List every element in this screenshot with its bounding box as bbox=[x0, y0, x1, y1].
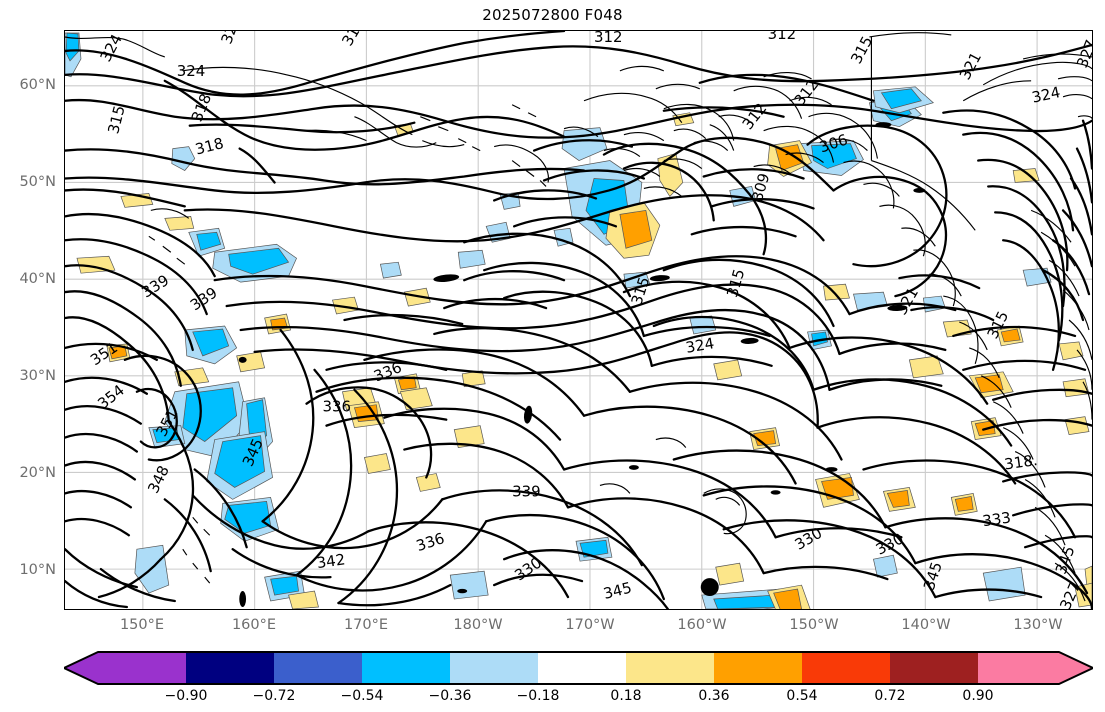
xtick-label-170w: 170°W bbox=[565, 617, 615, 633]
xtick-label-160w: 160°W bbox=[677, 617, 727, 633]
svg-text:327: 327 bbox=[1073, 37, 1092, 70]
page-title: 2025072800 F048 bbox=[482, 6, 623, 24]
svg-text:336: 336 bbox=[322, 398, 351, 416]
svg-text:333: 333 bbox=[981, 508, 1012, 530]
svg-text:324: 324 bbox=[97, 31, 126, 65]
ytick-label-20n: 20°N bbox=[19, 465, 56, 481]
xtick-label-150e: 150°E bbox=[119, 617, 165, 633]
xtick-label-170e: 170°E bbox=[343, 617, 389, 633]
colorbar-tick-0-18: 0.18 bbox=[610, 688, 642, 704]
ytick-label-40n: 40°N bbox=[19, 271, 56, 287]
xtick-label-160e: 160°E bbox=[231, 617, 277, 633]
colorbar-tick--0-90: −0.90 bbox=[164, 688, 208, 704]
colorbar-tick-0-90: 0.90 bbox=[962, 688, 994, 704]
ytick-label-50n: 50°N bbox=[19, 174, 56, 190]
map-canvas: 324 324 327 315 312 312 327 318 315 312 … bbox=[65, 31, 1092, 609]
svg-text:312: 312 bbox=[768, 31, 797, 43]
svg-text:330: 330 bbox=[511, 554, 545, 585]
colorbar-seg-4 bbox=[450, 652, 538, 684]
svg-text:324: 324 bbox=[177, 62, 206, 80]
colorbar-tick-0-36: 0.36 bbox=[698, 688, 730, 704]
svg-text:345: 345 bbox=[602, 579, 634, 603]
svg-text:324: 324 bbox=[1030, 83, 1062, 107]
svg-text:345: 345 bbox=[920, 560, 946, 593]
colorbar-seg-8 bbox=[802, 652, 890, 684]
xtick-label-150w: 150°W bbox=[789, 617, 839, 633]
contour-lines bbox=[65, 31, 1092, 609]
colorbar-tick--0-54: −0.54 bbox=[340, 688, 384, 704]
colorbar-extend-max bbox=[1059, 652, 1093, 684]
svg-text:348: 348 bbox=[144, 463, 173, 496]
colorbar-seg-9 bbox=[890, 652, 978, 684]
svg-text:318.: 318. bbox=[1003, 451, 1038, 473]
colorbar-seg-6 bbox=[626, 652, 714, 684]
svg-text:312: 312 bbox=[594, 31, 623, 46]
svg-text:324: 324 bbox=[684, 334, 715, 357]
svg-text:327: 327 bbox=[218, 31, 245, 46]
svg-text:318: 318 bbox=[193, 134, 225, 158]
colorbar-extend-min bbox=[64, 652, 98, 684]
svg-text:315: 315 bbox=[723, 267, 748, 299]
svg-text:339: 339 bbox=[138, 271, 172, 301]
colorbar-canvas bbox=[64, 651, 1093, 685]
colorbar-tick-0-54: 0.54 bbox=[786, 688, 818, 704]
ytick-label-10n: 10°N bbox=[19, 562, 56, 578]
svg-text:342: 342 bbox=[316, 550, 347, 572]
svg-text:321: 321 bbox=[892, 284, 922, 318]
colorbar-tick--0-18: −0.18 bbox=[516, 688, 560, 704]
colorbar-seg-1 bbox=[186, 652, 274, 684]
colorbar-seg-3 bbox=[362, 652, 450, 684]
colorbar-seg-0 bbox=[98, 652, 186, 684]
xtick-label-140w: 140°W bbox=[901, 617, 951, 633]
colorbar-tick-0-72: 0.72 bbox=[874, 688, 906, 704]
svg-text:336: 336 bbox=[414, 529, 447, 555]
svg-text:315: 315 bbox=[104, 104, 128, 136]
colorbar-seg-5 bbox=[538, 652, 626, 684]
colorbar bbox=[64, 651, 1093, 685]
ytick-label-30n: 30°N bbox=[19, 368, 56, 384]
colorbar-tick--0-36: −0.36 bbox=[428, 688, 472, 704]
xtick-label-130w: 130°W bbox=[1013, 617, 1063, 633]
svg-text:315: 315 bbox=[338, 31, 368, 49]
ytick-label-60n: 60°N bbox=[19, 77, 56, 93]
xtick-label-180w: 180°W bbox=[453, 617, 503, 633]
colorbar-tick--0-72: −0.72 bbox=[252, 688, 296, 704]
colorbar-seg-7 bbox=[714, 652, 802, 684]
colorbar-seg-10 bbox=[978, 652, 1059, 684]
coastlines bbox=[65, 32, 1092, 602]
cyclone-center-marker bbox=[700, 578, 719, 597]
small-features bbox=[238, 122, 926, 608]
svg-text:339: 339 bbox=[512, 482, 541, 500]
svg-text:321: 321 bbox=[956, 49, 985, 83]
colorbar-seg-2 bbox=[274, 652, 362, 684]
map-plot-area: 324 324 327 315 312 312 327 318 315 312 … bbox=[64, 30, 1093, 610]
